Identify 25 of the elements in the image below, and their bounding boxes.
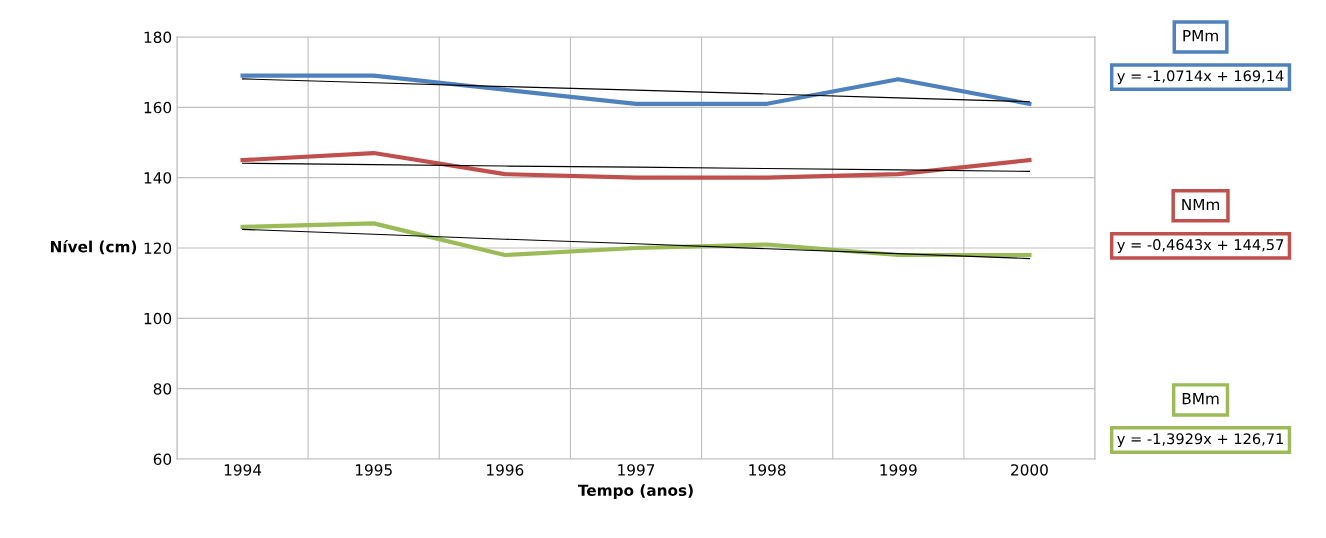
y-tick-label: 120 bbox=[144, 242, 172, 255]
y-tick-label: 160 bbox=[144, 101, 172, 114]
x-tick-label: 1996 bbox=[487, 464, 524, 476]
y-tick-label: 180 bbox=[144, 31, 172, 44]
text: y = -1,0714x + 169,14 bbox=[1117, 70, 1284, 85]
y-tick-label: 80 bbox=[153, 383, 172, 395]
y-tick-label: 60 bbox=[153, 453, 172, 466]
line-series bbox=[240, 150, 1032, 180]
x-tick-label: 1995 bbox=[355, 464, 392, 476]
x-tick-label: 1997 bbox=[618, 464, 655, 476]
y-axis-title: Nível (cm) bbox=[50, 240, 137, 255]
x-tick-label: 1999 bbox=[880, 464, 917, 476]
x-tick-label: 1994 bbox=[224, 464, 262, 476]
y-tick-label: 140 bbox=[144, 172, 172, 184]
y-tick-label: 100 bbox=[144, 312, 172, 325]
x-axis-title: Tempo (anos) bbox=[577, 484, 693, 499]
text: BMm bbox=[1182, 393, 1219, 405]
line-series bbox=[242, 162, 1030, 172]
x-tick-label: 1998 bbox=[749, 464, 786, 476]
line-series bbox=[242, 228, 1030, 260]
text: y = -1,3929x + 126,71 bbox=[1117, 433, 1283, 448]
x-tick-label: 2000 bbox=[1011, 464, 1048, 476]
text: NMm bbox=[1182, 198, 1220, 211]
text: y = -0,4643x + 144,57 bbox=[1117, 239, 1284, 253]
text: PMm bbox=[1183, 30, 1218, 42]
